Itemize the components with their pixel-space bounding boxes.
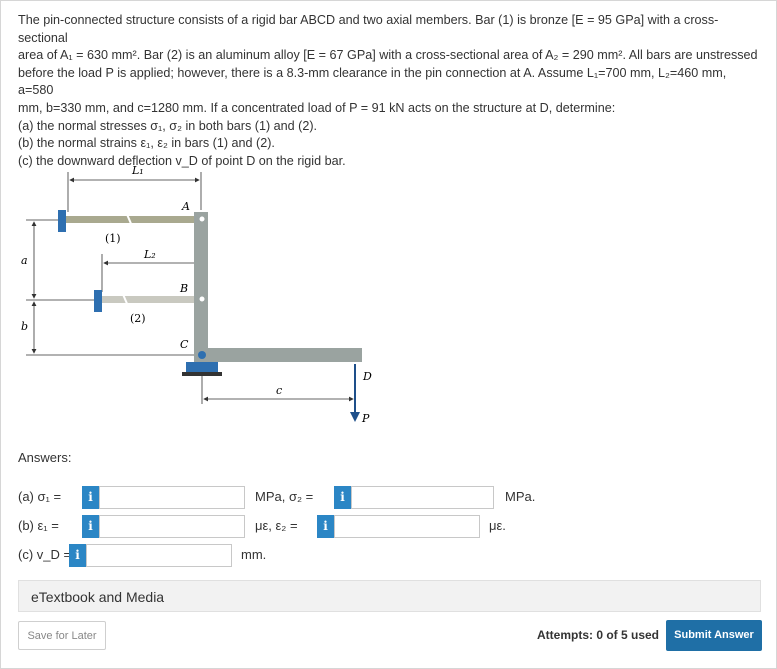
point-C-label: C [180,338,189,351]
epsilon1-input[interactable] [99,515,245,538]
structure-diagram: L₁ (1) L₂ (2) A B C a b c D P [21,164,372,425]
problem-line: area of A₁ = 630 mm². Bar (2) is an alum… [18,48,758,63]
answers-title: Answers: [18,450,72,465]
part-a-text: (a) the normal stresses σ₁, σ₂ in both b… [18,118,318,133]
L1-label: L₁ [131,164,144,177]
info-icon[interactable]: i [82,515,99,538]
rigid-bar-horizontal [194,348,362,362]
problem-line: The pin-connected structure consists of … [18,13,719,45]
answer-a-unit2: MPa. [505,489,536,504]
save-for-later-button[interactable]: Save for Later [18,621,106,650]
submit-answer-button[interactable]: Submit Answer [666,620,762,651]
part-c-text: (c) the downward deflection v_D of point… [18,153,346,168]
point-B-label: B [179,282,188,295]
answer-a-unit1: MPa, σ₂ = [255,489,314,504]
info-icon[interactable]: i [82,486,99,509]
epsilon2-input[interactable] [334,515,480,538]
wall-support-1 [58,210,66,232]
answer-b-label: (b) ε₁ = [18,518,59,533]
point-D-label: D [362,370,372,383]
problem-line: mm, b=330 mm, and c=1280 mm. If a concen… [18,100,616,115]
pin-support-C [186,362,218,372]
wall-support-2 [94,290,102,312]
sigma2-input[interactable] [351,486,494,509]
problem-line: before the load P is applied; however, t… [18,65,727,98]
answer-b-unit2: με. [489,518,506,533]
bar1-label: (1) [105,232,121,245]
info-icon[interactable]: i [334,486,351,509]
dim-b-label: b [21,320,28,333]
answer-b-unit1: με, ε₂ = [255,518,298,533]
vD-input[interactable] [86,544,232,567]
point-A-label: A [181,200,190,213]
bar-1 [66,216,204,223]
rigid-bar-vertical [194,212,208,362]
bar2-label: (2) [130,312,146,325]
info-icon[interactable]: i [317,515,334,538]
bar-2 [102,296,204,303]
L2-label: L₂ [143,248,156,261]
info-icon[interactable]: i [69,544,86,567]
dim-c-label: c [276,384,282,397]
answer-c-label: (c) v_D = [18,547,72,562]
sigma1-input[interactable] [99,486,245,509]
part-b-text: (b) the normal strains ε₁, ε₂ in bars (1… [18,136,275,151]
load-P-label: P [361,412,370,425]
answer-a-label: (a) σ₁ = [18,489,62,504]
dim-a-label: a [21,254,28,267]
etextbook-media-link[interactable]: eTextbook and Media [18,580,761,612]
answer-c-unit: mm. [241,547,267,562]
attempts-counter: Attempts: 0 of 5 used [536,628,659,642]
problem-statement: The pin-connected structure consists of … [18,12,763,170]
